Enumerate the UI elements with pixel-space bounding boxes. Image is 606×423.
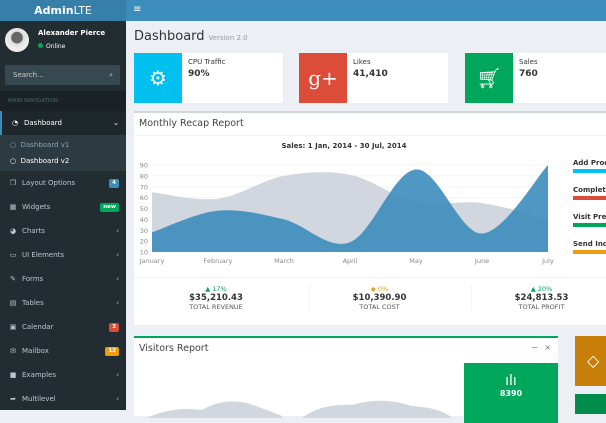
x-tick-label: July bbox=[541, 257, 554, 265]
x-tick-label: May bbox=[409, 257, 423, 265]
goal-add-products: Add Produ bbox=[573, 159, 606, 173]
info-box-cpu: ⚙ CPU Traffic 90% bbox=[134, 53, 283, 103]
avatar bbox=[5, 28, 29, 52]
sidebar-item-forms[interactable]: ✎ Forms ‹ bbox=[0, 267, 126, 291]
sidebar-item-examples[interactable]: ■ Examples ‹ bbox=[0, 363, 126, 387]
box-title: Monthly Recap Report bbox=[139, 118, 244, 129]
y-tick-label: 90 bbox=[140, 162, 148, 170]
dashboard-icon: ◔ bbox=[11, 119, 19, 127]
stat-total-profit: ▲ 20% $24,813.53 TOTAL PROFIT bbox=[471, 285, 606, 311]
x-tick-label: April bbox=[343, 257, 358, 265]
y-tick-label: 10 bbox=[140, 249, 148, 257]
user-status: Online bbox=[38, 43, 65, 50]
sales-chart: 10 20 30 40 50 60 70 80 90 January February March Ap… bbox=[139, 162, 554, 266]
tag-icon: ◇ bbox=[575, 336, 606, 386]
calendar-icon: ▣ bbox=[9, 323, 17, 331]
goal-complete: Complete bbox=[573, 186, 606, 200]
info-box-sales: 🛒︎ Sales 760 bbox=[465, 53, 606, 103]
envelope-icon: ✉ bbox=[10, 347, 16, 355]
series-area-1 bbox=[152, 165, 548, 252]
sidebar-item-charts[interactable]: ◕ Charts ‹ bbox=[0, 219, 126, 243]
y-tick-label: 60 bbox=[140, 194, 148, 202]
copy-icon: ❐ bbox=[9, 179, 17, 187]
sidebar-item-tables[interactable]: ▤ Tables ‹ bbox=[0, 291, 126, 315]
sidebar: Alexander Pierce Online Search... ⌕ MAIN … bbox=[0, 21, 126, 410]
pie-chart-icon: ◕ bbox=[9, 227, 17, 235]
chevron-left-icon: ‹ bbox=[116, 299, 119, 307]
sidebar-subitem-dashboard-v1[interactable]: ○ Dashboard v1 bbox=[10, 141, 70, 149]
monthly-recap-box: Monthly Recap Report Sales: 1 Jan, 2014 … bbox=[134, 111, 606, 325]
badge: 4 bbox=[109, 179, 119, 188]
folder-icon: ■ bbox=[9, 371, 17, 379]
hamburger-icon[interactable]: ≡ bbox=[133, 4, 142, 15]
badge: new bbox=[100, 203, 119, 212]
page-title: Dashboard Version 2.0 bbox=[134, 29, 248, 44]
user-name: Alexander Pierce bbox=[38, 29, 106, 37]
stat-total-cost: ◆ 0% $10,390.90 TOTAL COST bbox=[309, 285, 449, 311]
search-icon[interactable]: ⌕ bbox=[109, 71, 113, 79]
bar-chart-icon: ılı bbox=[505, 373, 517, 389]
green-info-box bbox=[575, 394, 606, 414]
badge: 3 bbox=[109, 323, 119, 332]
y-tick-label: 30 bbox=[140, 227, 148, 235]
logo[interactable]: AdminLTE bbox=[0, 0, 126, 21]
chevron-left-icon: ‹ bbox=[116, 395, 119, 403]
laptop-icon: ▭ bbox=[9, 251, 17, 259]
close-button[interactable]: × bbox=[544, 343, 551, 352]
x-tick-label: June bbox=[474, 257, 489, 265]
share-icon: ➦ bbox=[10, 395, 16, 403]
x-tick-label: March bbox=[274, 257, 294, 265]
grid-icon: ▦ bbox=[9, 203, 17, 211]
goal-visit-premium: Visit Prem bbox=[573, 213, 606, 227]
x-tick-label: February bbox=[204, 257, 233, 265]
badge: 12 bbox=[105, 347, 119, 356]
y-tick-label: 20 bbox=[140, 238, 148, 246]
table-icon: ▤ bbox=[9, 299, 17, 307]
sidebar-item-ui-elements[interactable]: ▭ UI Elements ‹ bbox=[0, 243, 126, 267]
edit-icon: ✎ bbox=[10, 275, 16, 283]
page-subtitle: Version 2.0 bbox=[208, 34, 248, 42]
cart-icon: 🛒︎ bbox=[465, 53, 513, 103]
sidebar-item-layout-options[interactable]: ❐ Layout Options 4 bbox=[0, 171, 126, 195]
y-tick-label: 80 bbox=[140, 172, 148, 180]
stat-total-revenue: ▲ 17% $35,210.43 TOTAL REVENUE bbox=[189, 285, 243, 311]
sidebar-item-calendar[interactable]: ▣ Calendar 3 bbox=[0, 315, 126, 339]
visitors-report-box: Visitors Report − × ılı 8390 bbox=[134, 336, 558, 423]
chart-title: Sales: 1 Jan, 2014 - 30 Jul, 2014 bbox=[281, 142, 407, 150]
chevron-down-icon: ⌄ bbox=[113, 119, 119, 127]
y-tick-label: 50 bbox=[140, 205, 148, 213]
y-tick-label: 70 bbox=[140, 183, 148, 191]
search-input[interactable]: Search... ⌕ bbox=[5, 65, 120, 85]
nav-header: MAIN NAVIGATION bbox=[0, 91, 126, 111]
info-box-likes: g+ Likes 41,410 bbox=[299, 53, 448, 103]
goal-send-inquiries: Send Inqu bbox=[573, 240, 606, 254]
sidebar-item-dashboard[interactable]: ◔ Dashboard ⌄ bbox=[0, 111, 126, 135]
sidebar-item-widgets[interactable]: ▦ Widgets new bbox=[0, 195, 126, 219]
chevron-left-icon: ‹ bbox=[116, 275, 119, 283]
sidebar-item-mailbox[interactable]: ✉ Mailbox 12 bbox=[0, 339, 126, 363]
sidebar-item-multilevel[interactable]: ➦ Multilevel ‹ bbox=[0, 387, 126, 411]
minimize-button[interactable]: − bbox=[531, 343, 538, 352]
sidebar-subitem-dashboard-v2[interactable]: ○ Dashboard v2 bbox=[10, 157, 70, 165]
box-title: Visitors Report bbox=[139, 343, 209, 354]
x-tick-label: January bbox=[139, 257, 165, 265]
world-map bbox=[147, 400, 452, 418]
visitors-stat-panel: ılı 8390 bbox=[464, 363, 558, 423]
top-header: AdminLTE ≡ bbox=[0, 0, 606, 21]
y-tick-label: 40 bbox=[140, 216, 148, 224]
chevron-left-icon: ‹ bbox=[116, 227, 119, 235]
google-plus-icon: g+ bbox=[299, 53, 347, 103]
chevron-left-icon: ‹ bbox=[116, 371, 119, 379]
chevron-left-icon: ‹ bbox=[116, 251, 119, 259]
gear-icon: ⚙ bbox=[134, 53, 182, 103]
online-dot-icon bbox=[38, 43, 43, 48]
